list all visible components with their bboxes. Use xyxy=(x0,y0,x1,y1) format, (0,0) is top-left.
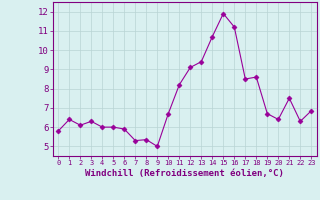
X-axis label: Windchill (Refroidissement éolien,°C): Windchill (Refroidissement éolien,°C) xyxy=(85,169,284,178)
